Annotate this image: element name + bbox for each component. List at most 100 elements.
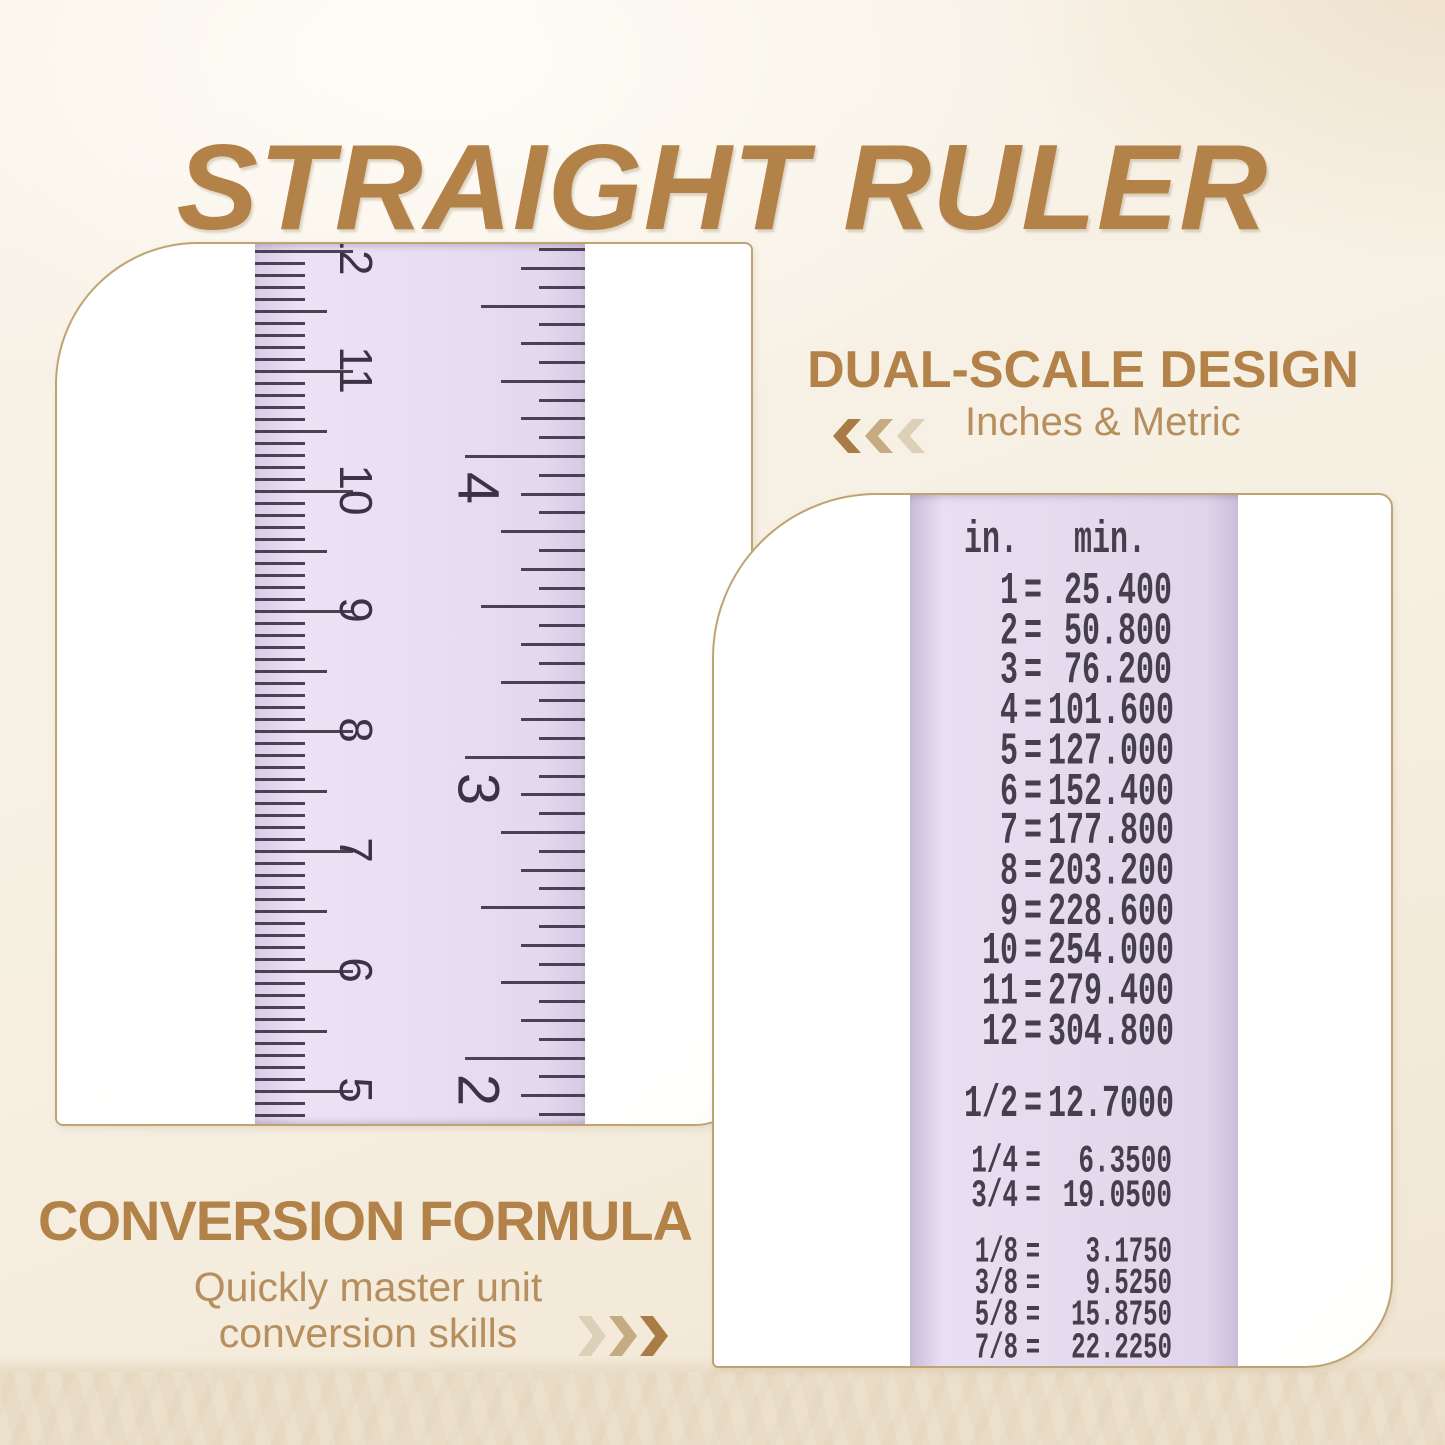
cm-tick [255,1006,305,1009]
inch-tick [539,849,585,853]
table-cell-equals: = [1023,1007,1042,1059]
table-cell-mm: 127.000 [1048,727,1175,779]
table-cell-inches: 7/8 [974,1328,1018,1366]
table-cell-mm: 152.400 [1048,767,1175,819]
table-cell-mm: 228.600 [1048,887,1175,939]
table-row: 12 = 304.800 [910,1007,1238,1059]
cm-tick [255,778,305,781]
cm-tick [255,430,327,433]
inch-tick [465,1056,585,1060]
inch-tick [539,887,585,891]
table-cell-equals: = [1025,1138,1041,1184]
table-row: 1/4 = 6.3500 [910,1138,1238,1184]
table-cell-inches: 7 [999,807,1018,859]
inch-tick [465,455,585,458]
table-cell-equals: = [1023,607,1042,659]
cm-tick [255,574,305,577]
table-cell-inches: 1/2 [963,1080,1018,1132]
cm-number: 7 [330,837,382,863]
inch-tick [521,868,585,872]
inch-tick [539,398,585,402]
bottom-beige-band [0,1356,1445,1445]
table-cell-mm: 101.600 [1048,687,1175,739]
table-row: 3 = 76.200 [910,647,1238,699]
cm-tick [255,910,327,913]
inch-tick [539,1000,585,1004]
inch-tick [481,605,585,609]
cm-tick [255,1054,305,1057]
cm-tick [255,310,327,313]
table-cell-mm: 19.0500 [1062,1173,1172,1219]
inch-tick [539,1113,585,1116]
table-cell-mm: 6.3500 [1078,1138,1172,1184]
cm-tick [255,958,305,961]
cm-tick [255,850,353,853]
inch-tick [539,962,585,966]
table-row: 1/8 = 3.1750 [910,1235,1238,1272]
cm-tick [255,658,305,661]
table-cell-mm: 279.400 [1048,967,1175,1019]
conversion-formula-subheading: Quickly master unit conversion skills [20,1264,716,1356]
inch-tick [539,549,585,552]
inch-tick [521,1019,585,1022]
table-cell-mm: 203.200 [1048,847,1175,899]
cm-tick [255,358,305,361]
chevron-right-icon [609,1316,637,1356]
cm-tick [255,478,305,481]
inch-tick [521,1094,585,1098]
table-cell-mm: 76.200 [1063,647,1172,699]
cm-tick [255,934,305,937]
cm-number: 11 [330,346,382,394]
ruler-photo-panel: 12 11 10 9 8 7 6 5 4 3 2 [55,242,753,1126]
conversion-table-photo: in. min. 1 = 25.400 2 = 50.800 3 = 76.200 4 = 101.6… [910,495,1238,1366]
cm-tick [255,718,305,721]
inch-tick [539,624,585,628]
inch-tick [539,774,585,778]
table-cell-mm: 304.800 [1048,1007,1175,1059]
table-cell-equals: = [1023,647,1042,699]
table-row: 8 = 203.200 [910,847,1238,899]
table-cell-inches: 8 [999,847,1018,899]
inch-tick [501,379,585,383]
table-group-half-inch: 1/2 = 12.7000 [910,1080,1238,1132]
dual-scale-subheading: Inches & Metric [965,400,1241,444]
table-cell-equals: = [1023,967,1042,1019]
inch-tick [501,981,585,985]
cm-tick [255,550,327,553]
inch-number: 2 [445,1073,511,1106]
cm-tick [255,1030,327,1033]
cm-tick [255,274,305,277]
cm-number: 10 [330,464,382,516]
cm-tick [255,970,353,973]
cm-tick [255,262,305,265]
cm-tick [255,694,305,697]
cm-tick [255,826,305,829]
table-row: 3/4 = 19.0500 [910,1173,1238,1219]
table-cell-equals: = [1023,767,1042,819]
conversion-table-panel: in. min. 1 = 25.400 2 = 50.800 3 = 76.200 4 = 101.6… [712,493,1393,1368]
table-cell-equals: = [1025,1173,1041,1219]
inch-tick [539,285,585,289]
table-cell-inches: 2 [999,607,1018,659]
conversion-formula-heading: CONVERSION FORMULA [38,1189,693,1252]
table-row: 11 = 279.400 [910,967,1238,1019]
chevron-right-icon [578,1316,606,1356]
table-row: 5 = 127.000 [910,727,1238,779]
table-header-in: in. [963,516,1018,567]
inch-tick [539,925,585,928]
cm-tick [255,466,305,469]
table-cell-inches: 5 [999,727,1018,779]
cm-tick [255,1078,305,1081]
cm-tick [255,874,305,877]
table-cell-inches: 3 [999,647,1018,699]
table-row: 3/8 = 9.5250 [910,1267,1238,1304]
inch-tick [501,530,585,534]
cm-tick [255,538,305,541]
inch-tick [521,643,585,646]
cm-tick [255,622,305,625]
table-cell-inches: 12 [981,1007,1018,1059]
table-cell-equals: = [1025,1296,1041,1337]
inch-tick [539,511,585,515]
cm-tick [255,526,305,529]
table-cell-mm: 12.7000 [1048,1080,1175,1132]
